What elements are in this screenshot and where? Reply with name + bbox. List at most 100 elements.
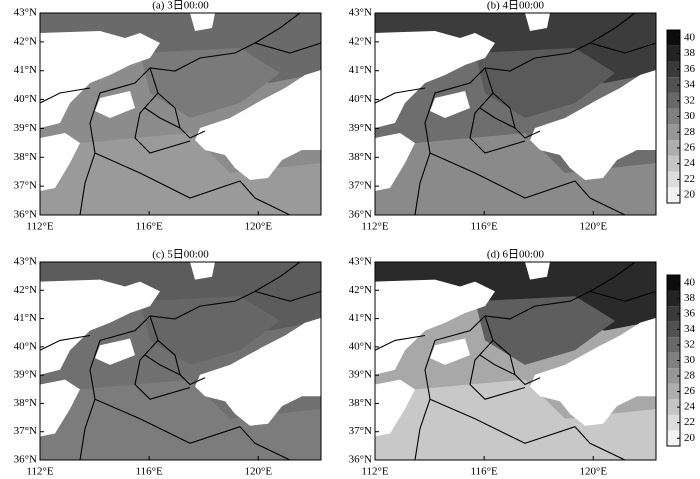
field-mid — [475, 48, 615, 118]
y-tick-label: 40°N — [14, 93, 37, 105]
field-south — [40, 133, 321, 215]
x-tick-label: 116°E — [471, 466, 498, 478]
sea — [530, 70, 656, 180]
map-panel — [374, 261, 657, 461]
boundary — [374, 334, 426, 351]
missing-area — [375, 379, 415, 437]
boundary — [469, 340, 526, 400]
boundary — [484, 67, 541, 139]
y-tick-label: 41°N — [349, 64, 372, 76]
colorbar-tick-label: 40 — [684, 276, 696, 288]
boundary — [484, 315, 541, 386]
y-tick-label: 39°N — [349, 369, 372, 381]
colorbar-tick-label: 38 — [684, 47, 696, 59]
colorbar-tick-label: 24 — [684, 401, 696, 413]
x-tick-label: 120°E — [244, 221, 272, 233]
colorbar-segment — [667, 45, 680, 62]
boundary — [144, 354, 181, 376]
boundary — [429, 152, 576, 199]
boundary — [94, 398, 241, 444]
boundary — [94, 152, 241, 199]
colorbar-tick-label: 34 — [684, 79, 696, 91]
boundary — [574, 426, 626, 461]
colorbar-segment — [667, 306, 680, 322]
boundary — [589, 261, 636, 292]
missing-area — [95, 338, 135, 365]
colorbar-segment — [667, 108, 680, 125]
colorbar-segment — [667, 140, 680, 156]
y-tick-label: 41°N — [14, 312, 37, 324]
colorbar-tick-label: 26 — [684, 141, 696, 153]
missing-area — [95, 91, 135, 118]
y-tick-label: 37°N — [349, 425, 372, 437]
boundary — [134, 92, 191, 154]
colorbar-tick-label: 26 — [684, 385, 696, 397]
missing-area — [40, 31, 160, 128]
y-tick-label: 37°N — [349, 180, 372, 192]
y-tick-label: 43°N — [349, 7, 372, 19]
y-tick-label: 42°N — [14, 284, 37, 296]
y-tick-label: 36°N — [349, 454, 372, 466]
missing-area — [375, 31, 495, 128]
colorbar-tick-label: 30 — [684, 354, 696, 366]
y-tick-label: 41°N — [14, 64, 37, 76]
colorbar-tick-label: 38 — [684, 292, 696, 304]
colorbar-segment — [667, 171, 680, 188]
colorbar-segment — [667, 155, 680, 172]
map-frame — [374, 261, 657, 461]
colorbar-tick-label: 36 — [684, 307, 696, 319]
colorbar-segment — [667, 92, 680, 109]
sea — [195, 70, 321, 180]
field-south — [375, 379, 656, 460]
map-frame — [39, 12, 322, 216]
colorbar-segment — [667, 399, 680, 415]
x-tick-label: 120°E — [579, 466, 607, 478]
colorbar-segment — [667, 77, 680, 93]
boundary — [479, 354, 516, 376]
colorbar-segment — [667, 124, 680, 141]
y-tick-label: 36°N — [14, 454, 37, 466]
y-tick-label: 40°N — [349, 340, 372, 352]
colorbar-tick-label: 32 — [684, 94, 695, 106]
missing-area — [375, 133, 415, 191]
y-tick-label: 43°N — [349, 256, 372, 268]
x-tick-label: 120°E — [579, 221, 607, 233]
map-panel — [39, 261, 322, 461]
missing-area — [40, 379, 80, 437]
boundary — [429, 398, 576, 444]
field-south — [40, 379, 321, 460]
y-tick-label: 40°N — [349, 93, 372, 105]
colorbar-tick-label: 20 — [684, 189, 696, 201]
map-panel — [39, 12, 322, 216]
colorbar-segment — [667, 383, 680, 400]
colorbar-tick-label: 34 — [684, 323, 696, 335]
x-tick-label: 116°E — [136, 221, 163, 233]
boundary — [144, 107, 181, 129]
y-tick-label: 39°N — [14, 122, 37, 134]
missing-area — [525, 13, 550, 31]
y-tick-label: 38°N — [349, 397, 372, 409]
y-tick-label: 36°N — [349, 209, 372, 221]
panel-title: (a) 3日00:00 — [152, 0, 209, 12]
colorbar-tick-label: 22 — [684, 416, 695, 428]
boundary — [469, 92, 526, 154]
colorbar-segment — [667, 290, 680, 307]
boundary — [239, 426, 291, 461]
colorbar-tick-label: 28 — [684, 126, 696, 138]
colorbar-segment — [667, 337, 680, 353]
colorbar-segment — [667, 61, 680, 78]
colorbar-segment — [667, 430, 680, 446]
boundary — [239, 180, 291, 216]
colorbar-tick-label: 36 — [684, 63, 696, 75]
colorbar-tick-label: 40 — [684, 31, 696, 43]
colorbar-tick-label: 20 — [684, 432, 696, 444]
y-tick-label: 37°N — [14, 180, 37, 192]
boundary — [574, 180, 626, 216]
x-tick-label: 112°E — [26, 221, 53, 233]
y-tick-label: 43°N — [14, 256, 37, 268]
colorbar-tick-label: 28 — [684, 370, 696, 382]
x-tick-label: 116°E — [471, 221, 498, 233]
x-tick-label: 112°E — [361, 466, 388, 478]
boundary — [254, 12, 301, 44]
y-tick-label: 42°N — [14, 35, 37, 47]
